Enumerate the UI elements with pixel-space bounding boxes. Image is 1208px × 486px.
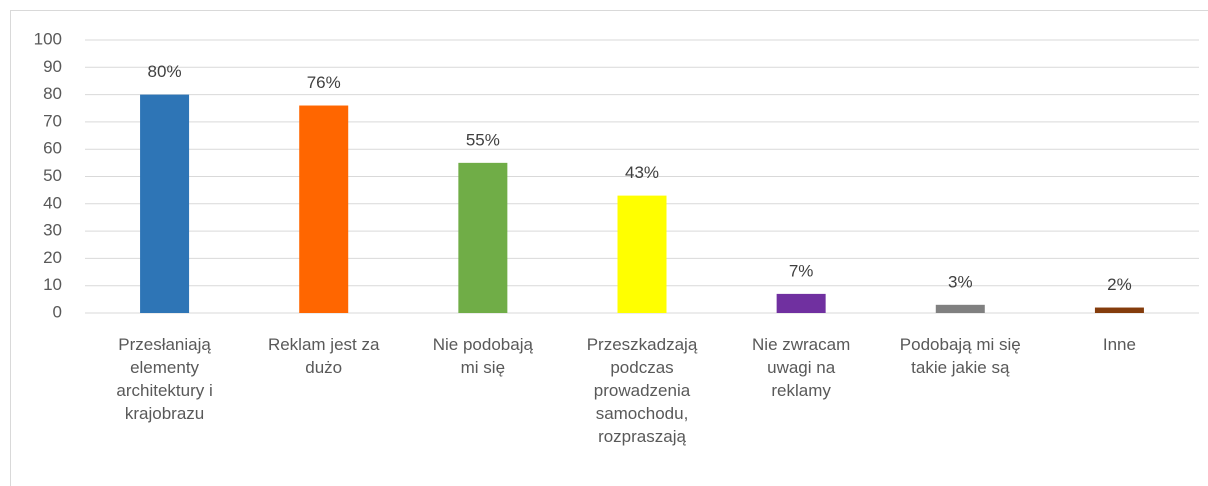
chart-border — [10, 10, 1208, 486]
value-label: 80% — [148, 62, 182, 81]
y-tick-label: 0 — [53, 302, 62, 321]
x-tick-label: Podobają mi się takie jakie są — [899, 335, 1021, 377]
x-tick-label: Reklam jest za dużo — [267, 335, 380, 377]
y-tick-label: 50 — [43, 166, 62, 185]
y-tick-label: 40 — [43, 193, 62, 212]
bar — [458, 162, 508, 313]
x-tick-label: Przeszkadzają podczas prowadzenia samoch… — [586, 335, 698, 446]
bar — [1094, 307, 1144, 313]
x-tick-label: Przesłaniają elementy architektury i kra… — [116, 335, 213, 423]
bar — [935, 304, 985, 313]
bar — [617, 195, 667, 313]
bar — [140, 94, 190, 313]
x-tick-label: Nie zwracam uwagi na reklamy — [752, 335, 851, 400]
value-label: 55% — [466, 130, 500, 149]
y-tick-label: 70 — [43, 111, 62, 130]
x-tick-label: Nie podobają mi się — [432, 335, 533, 377]
value-label: 3% — [948, 272, 973, 291]
value-label: 43% — [625, 163, 659, 182]
value-label: 76% — [307, 73, 341, 92]
y-tick-label: 30 — [43, 221, 62, 240]
value-label: 7% — [789, 261, 814, 280]
y-tick-label: 80 — [43, 84, 62, 103]
x-tick-label: Inne — [1102, 335, 1136, 354]
y-tick-label: 10 — [43, 275, 62, 294]
y-tick-label: 20 — [43, 248, 62, 267]
value-label: 2% — [1107, 275, 1132, 294]
bar — [299, 105, 349, 314]
y-tick-label: 100 — [34, 29, 62, 48]
y-tick-label: 60 — [43, 139, 62, 158]
y-tick-label: 90 — [43, 57, 62, 76]
bar — [776, 293, 826, 313]
